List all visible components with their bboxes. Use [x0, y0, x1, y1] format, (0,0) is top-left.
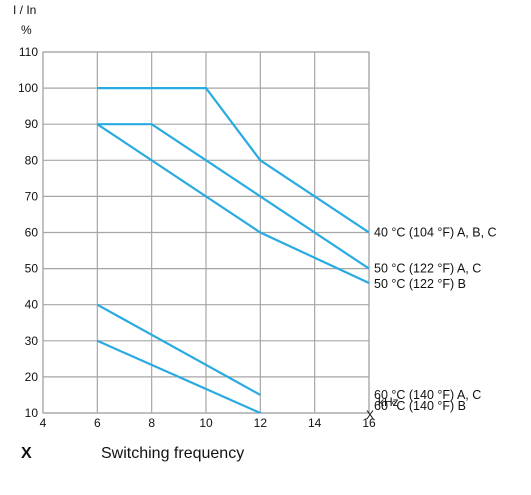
x-tick-label: 16	[362, 416, 376, 430]
y-tick-label: 90	[25, 117, 39, 131]
x-unit-label: kHz	[378, 395, 399, 409]
series-line-4	[96, 303, 261, 396]
figure-caption: X Switching frequency	[21, 445, 244, 463]
x-tick-label: 10	[199, 416, 213, 430]
y-tick-label: 40	[25, 298, 39, 312]
y-tick-label: 10	[25, 406, 39, 420]
y-tick-label: 60	[25, 226, 39, 240]
y-tick-label: 80	[25, 153, 39, 167]
series-line-2	[97, 123, 369, 270]
y-tick-label: 110	[19, 45, 38, 59]
series-label-2: 50 °C (122 °F) A, C	[374, 262, 481, 276]
y-tick-label: 20	[25, 370, 39, 384]
series-line-5	[96, 339, 264, 413]
series-label-3: 50 °C (122 °F) B	[374, 277, 466, 291]
series-label-4: 60 °C (140 °F) A, C	[374, 388, 481, 402]
y-tick-label: 100	[18, 81, 38, 95]
series-line-3	[96, 123, 369, 284]
series-labels: 40 °C (104 °F) A, B, C 50 °C (122 °F) A, …	[374, 226, 497, 414]
caption-key: X	[21, 445, 32, 462]
y-tick-label: 30	[25, 334, 39, 348]
grid	[42, 51, 370, 414]
x-tick-label: 4	[40, 416, 47, 430]
tick-labels: 10 20 30 40 50 60 70 80 90 100 110 4 6 8 10 12 14 16	[18, 45, 376, 430]
series-line-1	[97, 86, 369, 234]
y-tick-label: 70	[25, 189, 39, 203]
series-label-5: 60 °C (140 °F) B	[374, 399, 466, 413]
caption-text: Switching frequency	[101, 445, 245, 462]
series-label-1: 40 °C (104 °F) A, B, C	[374, 226, 497, 240]
x-tick-label: 12	[254, 416, 268, 430]
y-tick-label: 50	[25, 262, 39, 276]
y-unit-top-label: I / In	[13, 3, 36, 17]
series-lines	[96, 86, 369, 413]
x-tick-label: 14	[308, 416, 322, 430]
x-axis-letter: X	[366, 408, 374, 422]
derating-chart: 10 20 30 40 50 60 70 80 90 100 110 4 6 8 10 12 14 16 40 °…	[13, 3, 497, 430]
x-tick-label: 8	[148, 416, 155, 430]
y-unit-bottom-label: %	[21, 23, 32, 37]
x-tick-label: 6	[94, 416, 101, 430]
